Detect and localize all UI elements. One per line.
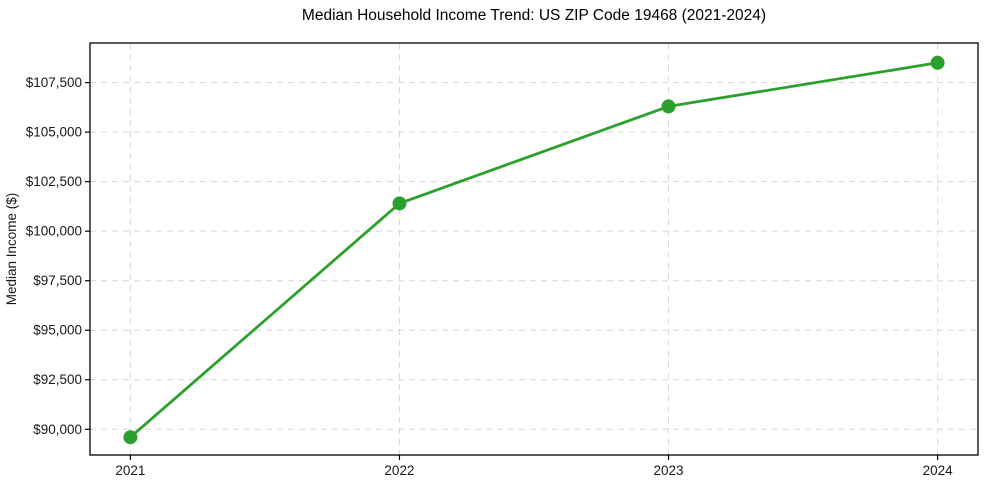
- chart-title: Median Household Income Trend: US ZIP Co…: [301, 7, 767, 24]
- y-tick-label: $107,500: [26, 75, 82, 90]
- y-tick-label: $105,000: [26, 125, 82, 140]
- data-point-2022: [392, 196, 407, 211]
- y-tick-label: $90,000: [33, 422, 82, 437]
- data-point-2024: [930, 55, 945, 70]
- y-tick-label: $97,500: [33, 273, 82, 288]
- plot-border: [89, 42, 979, 456]
- trend-line: [129, 61, 939, 439]
- y-tick-label: $100,000: [26, 224, 82, 239]
- y-tick-label: $92,500: [33, 372, 82, 387]
- x-tick-label: 2023: [654, 463, 684, 478]
- y-tick-label: $102,500: [26, 174, 82, 189]
- x-tick-label: 2022: [384, 463, 414, 478]
- data-point-2023: [661, 99, 676, 114]
- y-axis-label: Median Income ($): [4, 193, 19, 306]
- x-tick-label: 2024: [923, 463, 954, 478]
- data-point-2021: [123, 430, 138, 445]
- y-tick-label: $95,000: [33, 323, 82, 338]
- x-tick-label: 2021: [115, 463, 145, 478]
